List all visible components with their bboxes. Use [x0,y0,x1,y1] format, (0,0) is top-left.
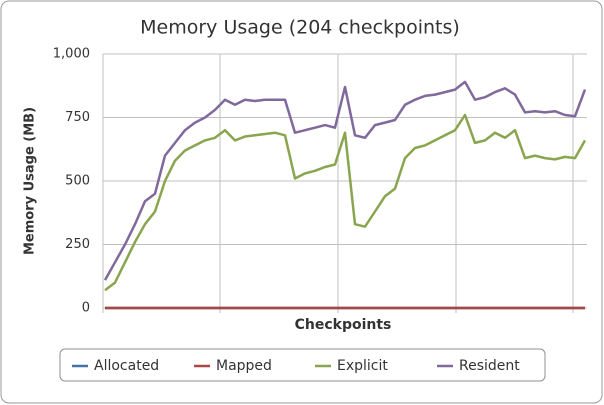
series-line [103,80,587,281]
y-tick-label: 1,000 [53,47,90,62]
y-tick-label: 250 [65,237,90,252]
vertical-grid [102,54,574,313]
legend-label[interactable]: Allocated [94,358,159,374]
x-axis-title: Checkpoints [295,317,392,333]
y-tick-label: 500 [65,174,90,189]
chart-title: Memory Usage (204 checkpoints) [140,17,460,39]
legend-label[interactable]: Mapped [216,358,272,374]
legend-label[interactable]: Explicit [337,358,388,374]
legend-label[interactable]: Resident [459,358,520,374]
legend-box [59,348,546,382]
y-tick-label: 750 [65,110,90,125]
series-line [104,113,587,292]
y-axis-title: Memory Usage (MB) [23,107,38,255]
y-tick-label: 0 [82,301,90,316]
